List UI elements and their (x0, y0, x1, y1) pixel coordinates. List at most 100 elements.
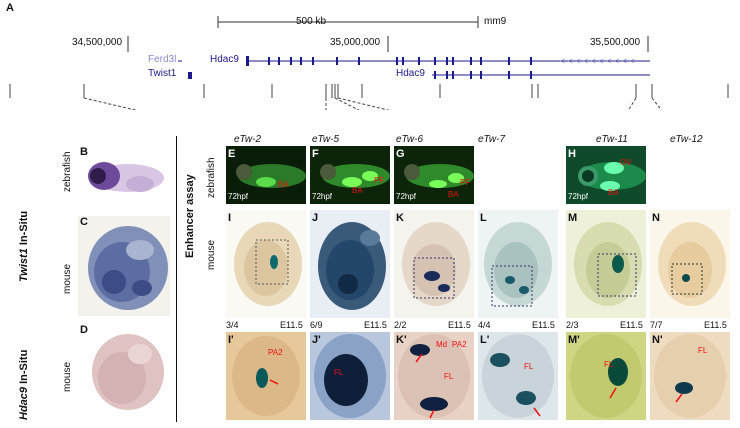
enhancer-label-etw2: eTw-2 (234, 134, 262, 145)
panel-i-mouse-embryo (226, 210, 306, 318)
label-fl: FL (698, 346, 708, 355)
panel-g-zebrafish-gfp: BA PF 72hpf (394, 146, 474, 204)
panel-j-mouse-embryo (310, 210, 390, 318)
zebrafish-gfp-image (578, 162, 646, 191)
panel-letter-l-prime: L' (480, 334, 490, 346)
panel-letter-h: H (568, 148, 576, 160)
closeup-image (398, 334, 470, 419)
panel-k-mouse-embryo (394, 210, 474, 318)
label-fl: FL (444, 372, 454, 381)
label-pf: PF (374, 176, 385, 185)
enhancer-label-etw6: eTw-6 (396, 134, 424, 145)
label-fl: FL (604, 360, 614, 369)
zebrafish-gfp-image (236, 164, 306, 188)
label-fl: FL (524, 362, 534, 371)
panel-f-zebrafish-gfp: BA PF 72hpf (310, 146, 390, 204)
mouse-embryo-image (574, 222, 642, 306)
enhancer-label-etw5: eTw-5 (312, 134, 340, 145)
stage-k: E11.5 (448, 320, 471, 330)
mouse-embryo-image (402, 222, 470, 306)
enhancer-label-etw11: eTw-11 (596, 134, 628, 145)
column-divider (176, 136, 177, 422)
enhancer-label-etw12: eTw-12 (670, 134, 703, 145)
coord-mid-label: 35,000,000 (330, 37, 381, 48)
panel-letter-k: K (396, 212, 404, 224)
label-pa2: PA2 (268, 348, 283, 357)
coord-left-label: 34,500,000 (72, 37, 123, 48)
label-pa2: PA2 (452, 340, 467, 349)
mouse-label-row: mouse (206, 239, 217, 270)
zebrafish-embryo-image (88, 162, 164, 192)
mouse-embryo-twist1-image (88, 226, 168, 310)
hdac9-label-upper: Hdac9 (210, 54, 239, 65)
panel-letter-i-prime: I' (228, 334, 234, 346)
ferd3l-label: Ferd3l (148, 54, 177, 65)
panel-letter-g: G (396, 148, 405, 160)
panel-n-mouse-embryo (650, 210, 730, 318)
mouse-label-d: mouse (62, 361, 73, 392)
ratio-l: 4/4 (478, 320, 491, 330)
panel-letter-j-prime: J' (312, 334, 321, 346)
ratio-n: 7/7 (650, 320, 663, 330)
panel-letter-k-prime: K' (396, 334, 407, 346)
zebrafish-label-row: zebrafish (206, 157, 217, 198)
closeup-image (570, 334, 642, 418)
panel-n-prime-closeup: FL (650, 332, 730, 420)
panel-c-mouse-twist1-insitu (78, 216, 170, 316)
panel-letter-e: E (228, 148, 236, 160)
conserved-element-marks (9, 84, 729, 98)
closeup-image (654, 334, 726, 418)
ratio-m: 2/3 (566, 320, 579, 330)
label-ba: BA (352, 186, 363, 195)
label-ba: BA (608, 188, 619, 197)
label-md: Md (436, 340, 448, 349)
closeup-image (314, 334, 386, 418)
hdac9-insitu-label: Hdac9 In-Situ (18, 349, 30, 420)
closeup-image (232, 336, 300, 416)
panel-letter-i: I (228, 212, 232, 224)
zebrafish-gfp-image (404, 164, 474, 188)
stage-j: E11.5 (364, 320, 387, 330)
enhancer-assay-label: Enhancer assay (184, 174, 196, 258)
panel-letter-b: B (80, 146, 88, 158)
hdac9-label-lower: Hdac9 (396, 68, 425, 79)
hdac9-short-exons (434, 71, 532, 79)
mouse-label-c: mouse (62, 263, 73, 294)
stage-i: E11.5 (280, 320, 303, 330)
panel-letter-d: D (80, 324, 88, 336)
twist1-gene (188, 72, 192, 79)
mouse-embryo-image (234, 222, 302, 306)
label-ov: OV (620, 158, 632, 167)
scale-bar-label: 500 kb (296, 16, 327, 27)
stage-label: 72hpf (312, 192, 333, 201)
enhancer-label-etw7: eTw-7 (478, 134, 506, 145)
zebrafish-gfp-image (320, 164, 390, 188)
assembly-label: mm9 (484, 16, 507, 27)
ratio-k: 2/2 (394, 320, 407, 330)
genome-track-svg: < < < < < < < < < < (9, 16, 729, 110)
mouse-embryo-hdac9-image (92, 334, 164, 410)
panel-m-prime-closeup: FL (566, 332, 646, 420)
mouse-embryo-image (484, 222, 552, 307)
panel-i-prime-closeup: PA2 (226, 332, 306, 420)
panel-letter-j: J (312, 212, 319, 224)
twist1-label: Twist1 (148, 68, 177, 79)
label-fl: FL (334, 368, 344, 377)
panel-letter-m: M (568, 212, 578, 224)
panel-h-zebrafish-gfp: OV BA 72hpf (566, 146, 646, 204)
panel-j-prime-closeup: FL (310, 332, 390, 420)
stage-n: E11.5 (704, 320, 727, 330)
mouse-embryo-image (318, 222, 386, 310)
stage-label: 72hpf (568, 192, 589, 201)
zebrafish-label-b: zebrafish (62, 151, 73, 192)
stage-l: E11.5 (532, 320, 555, 330)
enhancer-connectors (83, 97, 663, 110)
panel-b-zebrafish-insitu (78, 146, 166, 208)
coord-right-label: 35,500,000 (590, 37, 641, 48)
label-pf: PF (460, 178, 471, 187)
panel-letter-l: L (480, 212, 487, 224)
panel-k-prime-closeup: Md PA2 FL (394, 332, 474, 420)
hdac9-long-exons (246, 56, 532, 66)
panel-letter-c: C (80, 216, 88, 228)
hdac9-direction-arrows: < < < < < < < < < < (560, 56, 635, 66)
